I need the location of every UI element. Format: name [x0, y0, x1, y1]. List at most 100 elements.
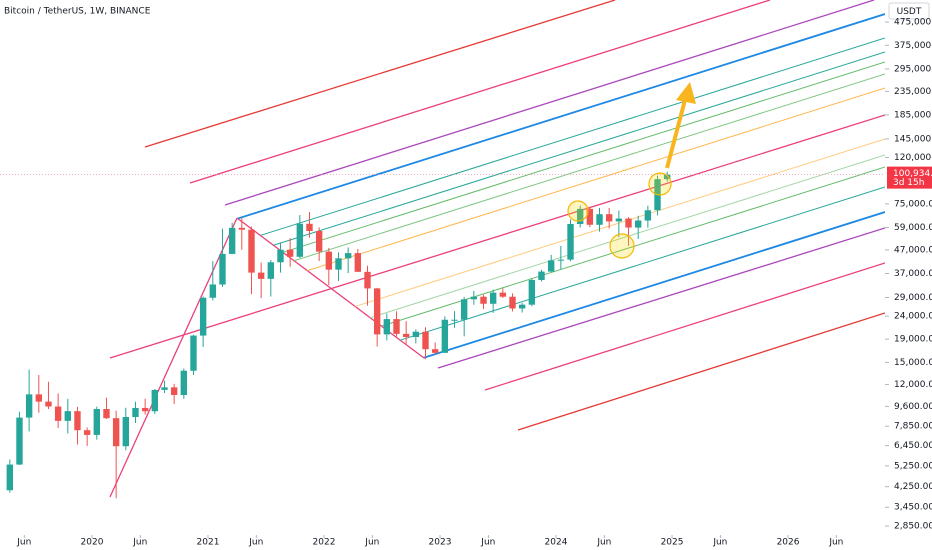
trend-line	[484, 262, 885, 391]
candle-body	[238, 227, 246, 230]
x-tick-label: 2020	[81, 538, 104, 548]
candle-body	[286, 249, 294, 257]
y-tick-label: 9,600.00	[894, 402, 932, 412]
highlight-circle	[567, 200, 589, 222]
y-tick-label: 29,000.00	[894, 293, 932, 303]
pitchfork-line	[237, 13, 885, 220]
candle-body	[132, 407, 139, 418]
candle-body	[383, 319, 391, 335]
pitchfork-line	[370, 154, 885, 319]
candle-body	[35, 394, 42, 402]
x-tick-label: Jun	[132, 538, 147, 548]
x-tick-label: Jun	[828, 538, 843, 548]
y-tick-label: 145,000.00	[894, 134, 932, 144]
candle-body	[161, 387, 168, 390]
candle-body	[344, 253, 352, 259]
candle-body	[518, 304, 526, 309]
y-tick-label: 59,000.00	[894, 223, 932, 233]
candle-body	[489, 292, 497, 304]
candle-body	[412, 331, 420, 337]
candle-body	[547, 260, 555, 272]
candle-body	[93, 409, 100, 435]
x-tick-label: Jun	[596, 538, 611, 548]
candle-body	[141, 407, 149, 412]
candle-body	[170, 387, 178, 395]
candle-body	[180, 370, 188, 395]
currency-box	[888, 2, 930, 20]
x-tick-label: 2023	[429, 538, 452, 548]
candle-body	[54, 406, 62, 421]
median-line	[109, 114, 885, 359]
candle-body	[16, 417, 23, 465]
candle-body	[625, 218, 632, 228]
last-price-label: 100,934.57	[893, 169, 932, 179]
candle-body	[219, 253, 226, 285]
trend-line	[517, 312, 885, 431]
y-tick-label: 5,250.00	[894, 461, 932, 471]
candle-body	[45, 401, 52, 407]
candle-body	[538, 271, 545, 280]
candle-body	[451, 319, 458, 321]
candle-body	[528, 279, 536, 305]
x-tick-label: Jun	[16, 538, 31, 548]
y-tick-label: 19,000.00	[894, 335, 932, 345]
forecast-arrowhead	[676, 82, 696, 104]
candle-body	[364, 271, 371, 289]
y-tick-label: 235,000.00	[894, 87, 932, 97]
forecast-arrow	[665, 99, 687, 169]
candle-body	[74, 411, 81, 431]
y-tick-label: 295,000.00	[894, 64, 932, 74]
pitchfork-line	[400, 186, 885, 341]
candle-body	[557, 259, 565, 261]
x-tick-label: Jun	[364, 538, 379, 548]
candle-body	[402, 333, 410, 337]
candle-body	[315, 231, 323, 252]
candle-body	[64, 411, 71, 421]
candle-body	[576, 208, 584, 225]
candle-body	[644, 210, 652, 221]
x-tick-label: Jun	[712, 538, 727, 548]
candle-body	[112, 418, 120, 447]
candle-body	[277, 249, 284, 263]
candle-body	[354, 253, 362, 272]
y-tick-label: 12,000.00	[894, 380, 932, 390]
trend-line	[437, 227, 885, 369]
candle-body	[663, 174, 671, 180]
candle-body	[634, 220, 642, 228]
last-price-box	[887, 166, 932, 189]
candle-body	[373, 288, 381, 335]
pitchfork-line	[260, 37, 885, 236]
candle-body	[615, 218, 623, 222]
pitchfork-line	[282, 61, 885, 253]
y-tick-label: 375,000.00	[894, 41, 932, 51]
x-tick-label: 2022	[313, 538, 336, 548]
candle-body	[431, 349, 439, 353]
pitchfork-line	[273, 51, 885, 246]
candle-body	[480, 296, 487, 304]
candle-body	[248, 229, 255, 273]
x-tick-label: 2024	[545, 538, 568, 548]
y-tick-label: 75,000.00	[894, 199, 932, 209]
x-tick-label: Jun	[480, 538, 495, 548]
candle-body	[596, 214, 603, 225]
currency-label: USDT	[897, 7, 922, 17]
candle-body	[199, 297, 207, 336]
pitchfork-line	[355, 138, 885, 307]
trend-line	[144, 0, 616, 148]
y-tick-label: 47,000.00	[894, 245, 932, 255]
candle-body	[325, 251, 333, 270]
candle-body	[151, 389, 159, 412]
x-tick-label: 2025	[661, 538, 684, 548]
candle-body	[567, 224, 574, 260]
candle-body	[422, 331, 429, 350]
candle-body	[441, 319, 449, 353]
y-tick-label: 6,450.00	[894, 441, 932, 451]
x-tick-label: 2021	[197, 538, 220, 548]
candle-body	[257, 272, 265, 279]
annotations	[567, 82, 696, 259]
y-tick-label: 7,850.00	[894, 422, 932, 432]
candle-body	[586, 208, 594, 225]
candle-body	[6, 464, 13, 491]
